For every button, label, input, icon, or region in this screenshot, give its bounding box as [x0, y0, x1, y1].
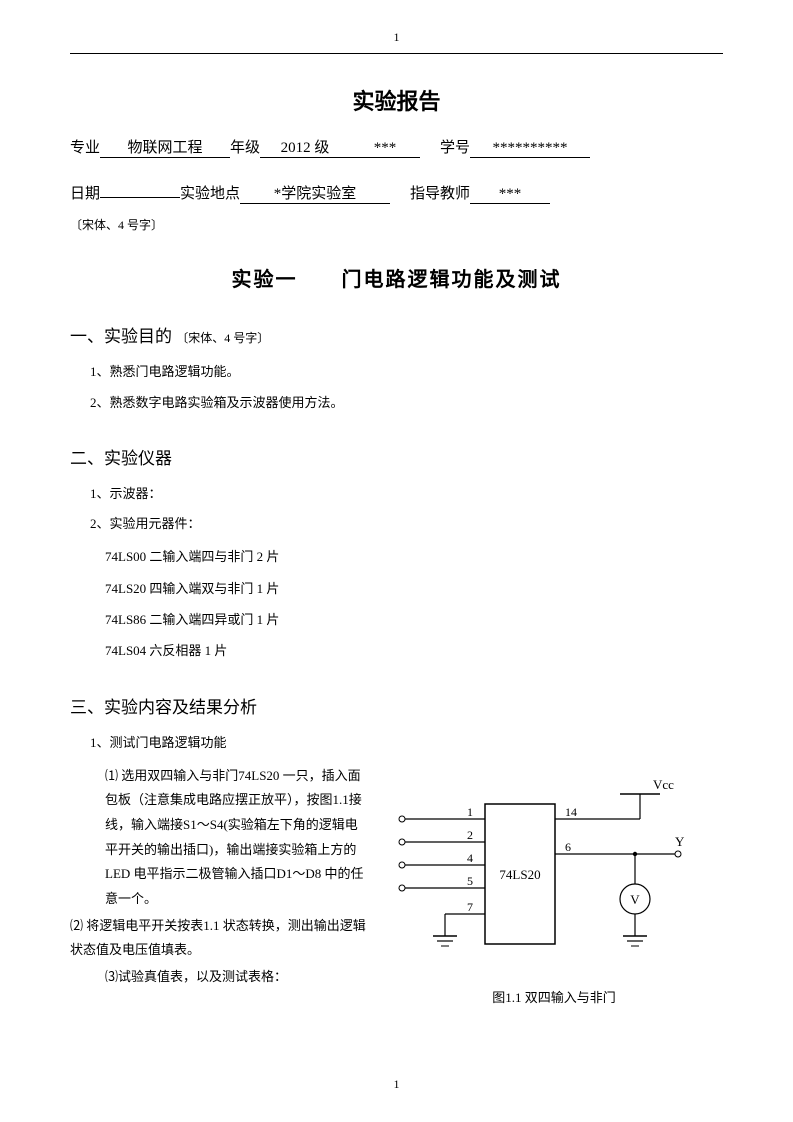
section2-sub4: 74LS04 六反相器 1 片: [70, 639, 723, 662]
main-title: 实验报告: [70, 84, 723, 116]
y-label: Y: [675, 834, 685, 849]
pin-5-label: 5: [467, 874, 473, 888]
vcc-label: Vcc: [653, 777, 674, 792]
font-note: 〔宋体、4 号字〕: [70, 216, 723, 233]
experiment-title: 实验一 门电路逻辑功能及测试: [70, 263, 723, 292]
section3-text-column: ⑴ 选用双四输入与非门74LS20 一只，插入面包板（注意集成电路应摆正放平），…: [70, 764, 370, 1006]
section3-item1: 1、测试门电路逻辑功能: [70, 733, 723, 754]
section2-item2: 2、实验用元器件：: [70, 514, 723, 535]
info-line-1: 专业 物联网工程 年级 2012 级 *** 学号 **********: [70, 136, 723, 158]
top-divider: [70, 53, 723, 54]
date-value: [100, 180, 180, 198]
section3-heading: 三、实验内容及结果分析: [70, 693, 723, 718]
pin-2-label: 2: [467, 828, 473, 842]
grade-value: 2012 级: [260, 136, 350, 158]
section3-para3: ⑶试验真值表，以及测试表格：: [70, 965, 370, 990]
section1-heading-text: 一、实验目的: [70, 327, 172, 346]
chip-label: 74LS20: [499, 867, 540, 882]
diagram-caption: 图1.1 双四输入与非门: [385, 987, 723, 1006]
section1-note: 〔宋体、4 号字〕: [176, 331, 269, 345]
section2-sub3: 74LS86 二输入端四异或门 1 片: [70, 608, 723, 631]
pin-14-label: 14: [565, 805, 577, 819]
teacher-value: ***: [470, 186, 550, 204]
teacher-label: 指导教师: [410, 182, 470, 203]
location-value: *学院实验室: [240, 182, 390, 204]
major-label: 专业: [70, 136, 100, 157]
pin-1-label: 1: [467, 805, 473, 819]
section3-para2: ⑵ 将逻辑电平开关按表1.1 状态转换，测出输出逻辑状态值及电压值填表。: [70, 914, 370, 963]
page-number-top: 1: [70, 30, 723, 45]
name-value: ***: [350, 140, 420, 158]
section1-item1: 1、熟悉门电路逻辑功能。: [70, 362, 723, 383]
page-number-bottom: 1: [0, 1077, 793, 1092]
circuit-diagram: 1 2 4 5 7 74LS20 14: [385, 764, 723, 1006]
section2-sub1: 74LS00 二输入端四与非门 2 片: [70, 545, 723, 568]
section1-item2: 2、熟悉数字电路实验箱及示波器使用方法。: [70, 393, 723, 414]
id-value: **********: [470, 140, 590, 158]
section2-sub2: 74LS20 四输入端双与非门 1 片: [70, 577, 723, 600]
pin-7-label: 7: [467, 900, 473, 914]
section1-heading: 一、实验目的 〔宋体、4 号字〕: [70, 322, 723, 347]
section2-item1: 1、示波器：: [70, 484, 723, 505]
voltmeter-label: V: [630, 892, 640, 907]
pin-4-label: 4: [467, 851, 473, 865]
section3-para1: ⑴ 选用双四输入与非门74LS20 一只，插入面包板（注意集成电路应摆正放平），…: [70, 764, 370, 912]
major-value: 物联网工程: [100, 136, 230, 158]
pin-6-label: 6: [565, 840, 571, 854]
grade-label: 年级: [230, 136, 260, 157]
info-line-2: 日期 实验地点 *学院实验室 指导教师 ***: [70, 180, 723, 204]
section2-heading: 二、实验仪器: [70, 444, 723, 469]
id-label: 学号: [440, 136, 470, 157]
date-label: 日期: [70, 182, 100, 203]
location-label: 实验地点: [180, 182, 240, 203]
